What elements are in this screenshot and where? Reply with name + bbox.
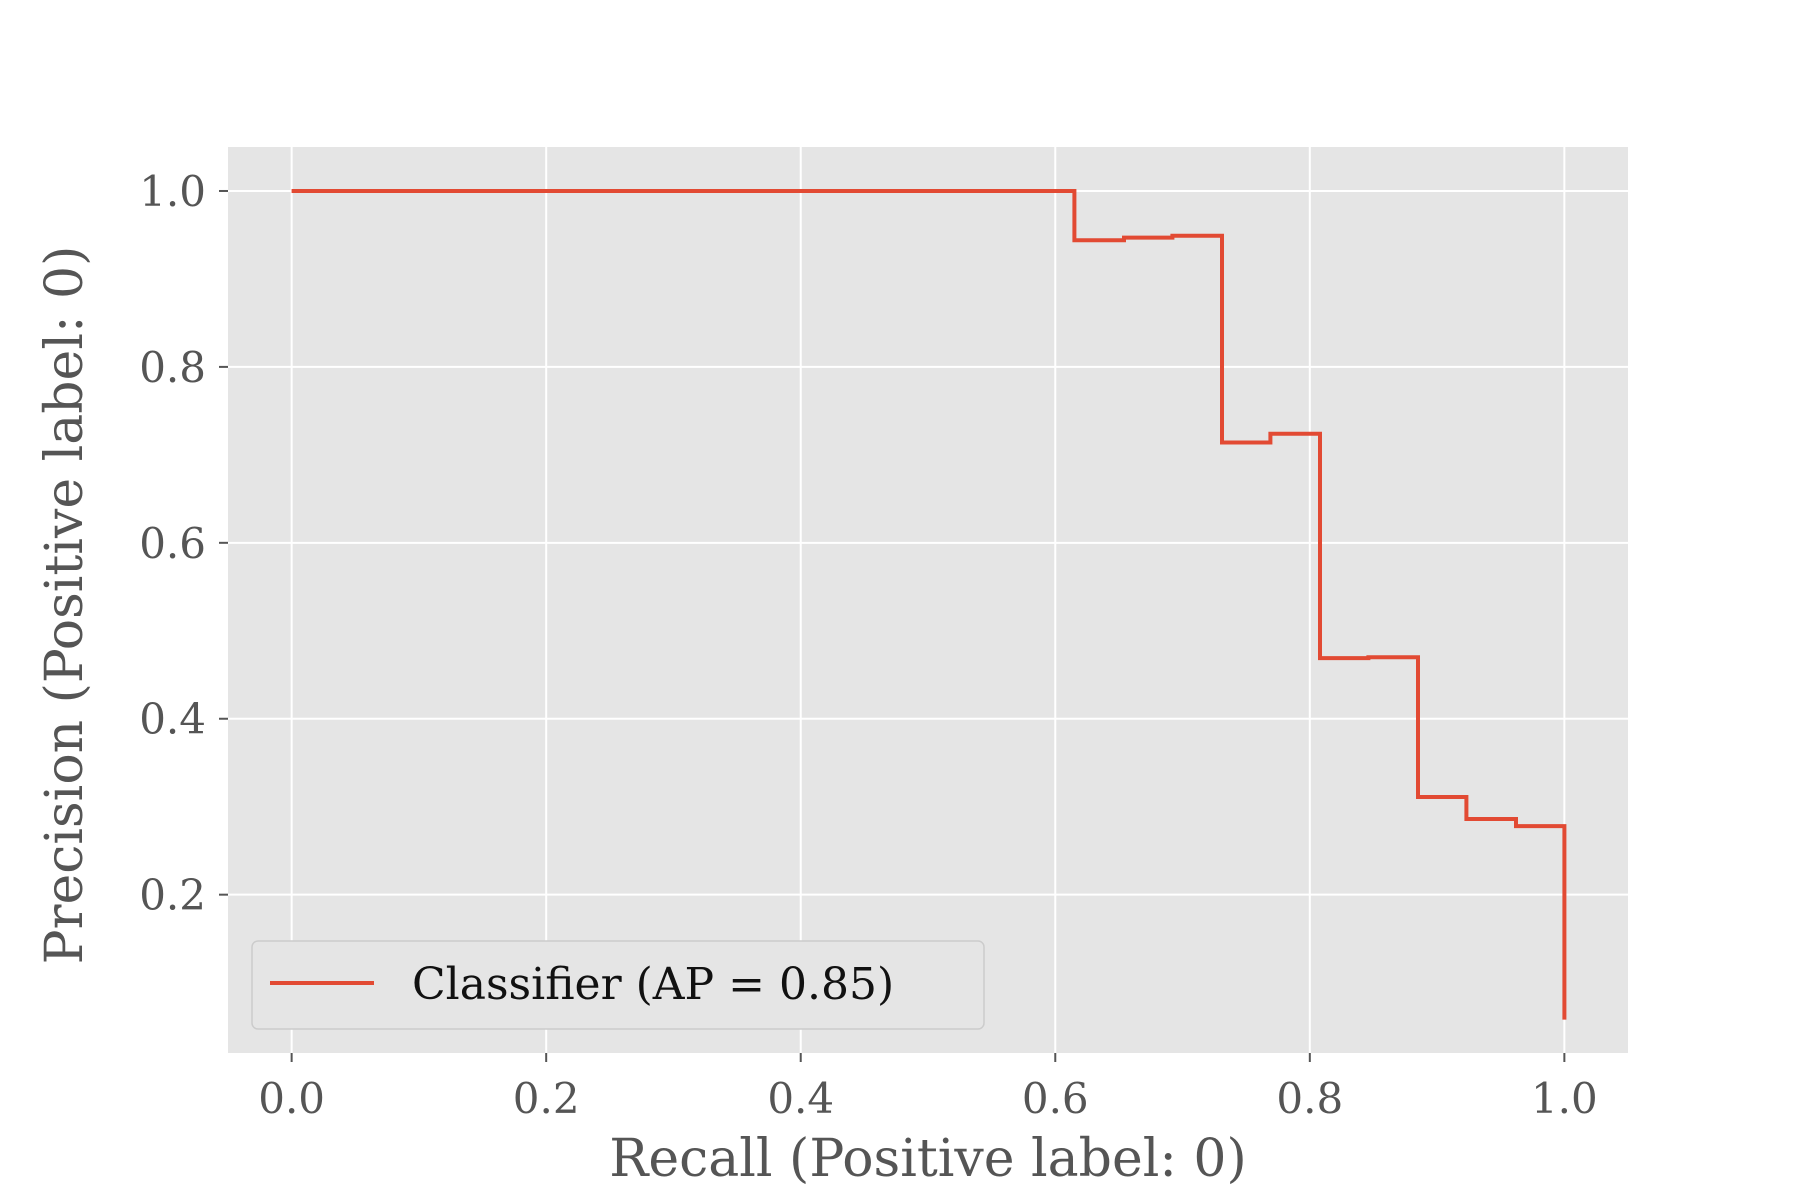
legend-entry-label: Classifier (AP = 0.85) (412, 959, 894, 1010)
y-axis-label: Precision (Positive label: 0) (35, 246, 95, 965)
x-tick-label: 0.0 (258, 1074, 325, 1123)
plot-area (228, 147, 1628, 1053)
series-layer (291, 189, 1567, 1020)
x-tick-label: 0.2 (513, 1074, 580, 1123)
legend: Classifier (AP = 0.85) (251, 940, 985, 1030)
legend-box (251, 940, 985, 1030)
y-tick-label: 0.4 (139, 695, 206, 744)
y-tick-label: 0.6 (139, 519, 206, 568)
y-tick-label: 0.2 (139, 871, 206, 920)
series-line (291, 189, 1567, 1020)
x-tick-label: 0.8 (1276, 1074, 1343, 1123)
x-axis-label: Recall (Positive label: 0) (609, 1129, 1247, 1189)
x-tick-label: 0.6 (1022, 1074, 1089, 1123)
y-tick-label: 0.8 (139, 343, 206, 392)
x-tick-label: 1.0 (1531, 1074, 1598, 1123)
x-tick-label: 0.4 (767, 1074, 834, 1123)
y-tick-label: 1.0 (139, 167, 206, 216)
ticks: 0.0 0.2 0.4 0.6 0.8 1.0 0.2 0.4 0.6 0.8 1.0 (139, 167, 1598, 1123)
